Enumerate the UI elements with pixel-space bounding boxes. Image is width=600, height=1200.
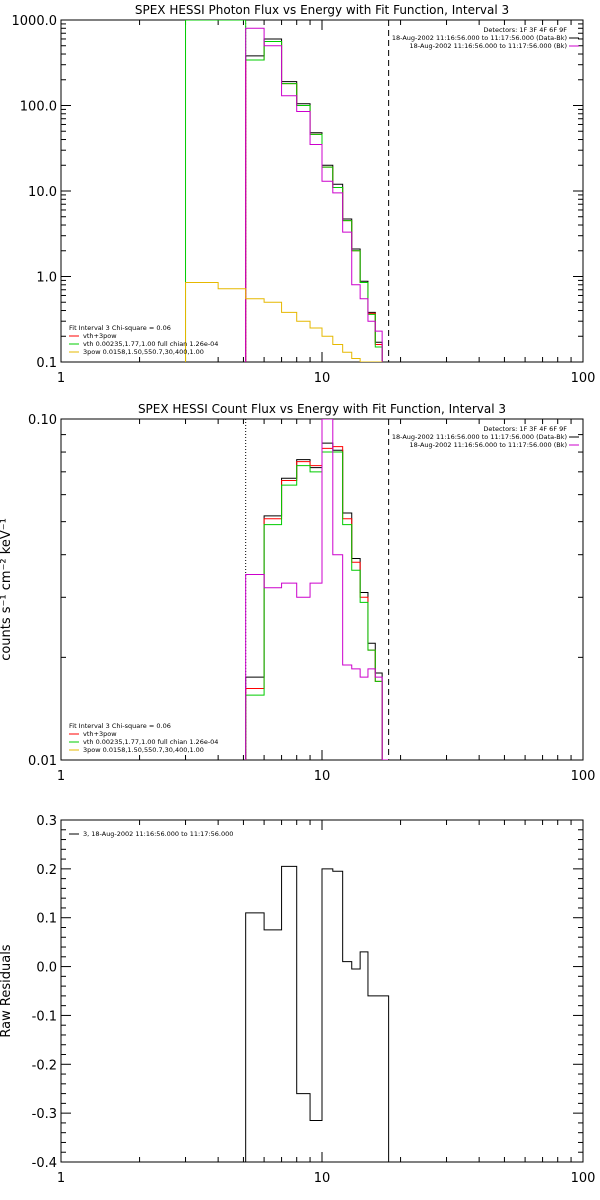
y-tick-label: 0.1 bbox=[36, 356, 57, 371]
series-data-bk bbox=[245, 442, 389, 760]
series-3pow bbox=[185, 282, 383, 362]
x-tick-label: 1 bbox=[57, 769, 65, 784]
y-tick-label: 0.3 bbox=[36, 814, 57, 829]
legend-entry: vth+3pow bbox=[83, 332, 117, 340]
y-tick-label: 0.10 bbox=[28, 413, 57, 428]
y-tick-label: -0.2 bbox=[32, 1058, 57, 1073]
legend-entry: vth+3pow bbox=[83, 730, 117, 738]
y-tick-label: 0.2 bbox=[36, 863, 57, 878]
y-axis-label: Raw Residuals bbox=[0, 944, 14, 1037]
x-tick-label: 1 bbox=[57, 1171, 65, 1186]
y-tick-label: 0.0 bbox=[36, 961, 57, 976]
legend-entry: Fit Interval 3 Chi-square = 0.06 bbox=[69, 324, 171, 332]
y-tick-label: 1.0 bbox=[36, 271, 57, 286]
x-tick-label: 1 bbox=[57, 371, 65, 386]
legend-entry: vth 0.00235,1.77,1.00 full chian 1.26e-0… bbox=[83, 738, 218, 746]
y-tick-label: -0.1 bbox=[32, 1009, 57, 1024]
plot-frame bbox=[60, 19, 584, 363]
x-tick-label: 10 bbox=[314, 371, 331, 386]
legend-entry: Fit Interval 3 Chi-square = 0.06 bbox=[69, 722, 171, 730]
y-tick-label: -0.3 bbox=[32, 1107, 57, 1122]
info-text: 18-Aug-2002 11:16:56.000 to 11:17:56.000… bbox=[392, 433, 567, 441]
info-text: Detectors: 1F 3F 4F 6F 9F bbox=[483, 425, 567, 433]
series-vth-3pow bbox=[245, 41, 383, 362]
series-bk bbox=[245, 419, 389, 760]
series-group bbox=[245, 865, 390, 1162]
legend-entry: 3pow 0.0158,1.50,550.7,30,400,1.00 bbox=[83, 746, 204, 754]
x-tick-label: 10 bbox=[314, 769, 331, 784]
series-data-bk bbox=[245, 38, 383, 362]
series-vth-3pow bbox=[245, 446, 389, 760]
x-tick-label: 10 bbox=[314, 1171, 331, 1186]
x-tick-label: 100 bbox=[571, 1171, 596, 1186]
y-tick-label: 100.0 bbox=[20, 100, 57, 115]
series-vth bbox=[245, 451, 389, 760]
series-vth bbox=[185, 20, 383, 362]
series-bk bbox=[245, 27, 383, 362]
info-text: 18-Aug-2002 11:16:56.000 to 11:17:56.000… bbox=[410, 42, 567, 50]
series-group bbox=[245, 419, 389, 760]
y-axis-label: counts s⁻¹ cm⁻² keV⁻¹ bbox=[0, 518, 14, 661]
chart-title: SPEX HESSI Photon Flux vs Energy with Fi… bbox=[135, 3, 509, 17]
y-tick-label: 10.0 bbox=[28, 185, 57, 200]
y-tick-label: 1000.0 bbox=[12, 14, 58, 29]
y-tick-label: 0.1 bbox=[36, 912, 57, 927]
info-text: 18-Aug-2002 11:16:56.000 to 11:17:56.000… bbox=[410, 441, 567, 449]
series-group bbox=[185, 20, 383, 362]
chart-panel-2: SPEX HESSI Count Flux vs Energy with Fit… bbox=[0, 402, 595, 784]
chart-title: SPEX HESSI Count Flux vs Energy with Fit… bbox=[138, 402, 506, 416]
x-tick-label: 100 bbox=[571, 769, 596, 784]
y-tick-label: -0.4 bbox=[32, 1156, 57, 1171]
legend-entry: vth 0.00235,1.77,1.00 full chian 1.26e-0… bbox=[83, 340, 218, 348]
series-residuals bbox=[245, 865, 390, 1162]
legend-entry: 3, 18-Aug-2002 11:16:56.000 to 11:17:56.… bbox=[83, 830, 233, 838]
chart-panel-3: 1 10 100 -0.4 -0.3 -0.2 -0.1 0.0 0.1 0.2 0.3 Raw Re… bbox=[0, 814, 595, 1186]
info-text: Detectors: 1F 3F 4F 6F 9F bbox=[483, 26, 567, 34]
legend-entry: 3pow 0.0158,1.50,550.7,30,400,1.00 bbox=[83, 348, 204, 356]
info-text: 18-Aug-2002 11:16:56.000 to 11:17:56.000… bbox=[392, 34, 567, 42]
chart-panel-1: SPEX HESSI Photon Flux vs Energy with Fi… bbox=[12, 3, 596, 386]
x-tick-label: 100 bbox=[571, 371, 596, 386]
y-tick-label: 0.01 bbox=[28, 754, 57, 769]
